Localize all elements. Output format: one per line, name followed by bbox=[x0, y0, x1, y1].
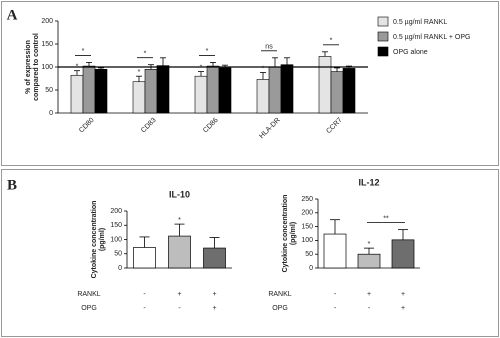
y-tick-label: 200 bbox=[41, 18, 53, 25]
bar bbox=[133, 247, 156, 269]
bar bbox=[70, 74, 84, 114]
y-tick-label: 0 bbox=[309, 265, 313, 272]
treatment-mark: + bbox=[212, 305, 216, 312]
treatment-mark: + bbox=[401, 291, 405, 298]
x-tick-label: CD80 bbox=[78, 117, 96, 135]
y-axis-label: (pg/ml) bbox=[290, 222, 297, 245]
treatment-mark: + bbox=[367, 291, 371, 298]
bar bbox=[256, 79, 270, 114]
y-tick-label: 50 bbox=[45, 87, 53, 94]
significance: * bbox=[82, 48, 85, 55]
y-tick-label: 150 bbox=[41, 41, 53, 48]
panel-label: A bbox=[7, 7, 18, 23]
bar bbox=[357, 253, 381, 269]
bar bbox=[330, 71, 344, 114]
treatment-label: OPG bbox=[272, 305, 288, 312]
significance: * bbox=[76, 64, 79, 71]
y-axis-label: Cytokine concentration bbox=[282, 195, 289, 273]
bar bbox=[342, 68, 356, 114]
bar bbox=[218, 67, 232, 114]
y-tick-label: 0 bbox=[118, 265, 122, 272]
x-tick-label: CCR7 bbox=[325, 117, 344, 136]
significance: * bbox=[178, 217, 181, 224]
bar bbox=[268, 66, 282, 114]
treatment-mark: + bbox=[401, 305, 405, 312]
significance: * bbox=[368, 241, 371, 248]
bar bbox=[280, 64, 294, 114]
bar bbox=[323, 233, 347, 269]
treatment-label: OPG bbox=[81, 305, 97, 312]
panel-frame bbox=[1, 1, 499, 166]
treatment-mark: - bbox=[334, 291, 337, 298]
chart-title: IL-12 bbox=[358, 177, 379, 187]
treatment-label: RANKL bbox=[268, 291, 291, 298]
bar bbox=[194, 75, 208, 114]
legend-swatch bbox=[377, 16, 389, 27]
treatment-mark: + bbox=[212, 291, 216, 298]
y-tick-label: 0 bbox=[49, 110, 53, 117]
y-tick-label: 150 bbox=[301, 223, 313, 230]
treatment-mark: - bbox=[143, 305, 146, 312]
y-tick-label: 50 bbox=[305, 251, 313, 258]
treatment-mark: - bbox=[368, 305, 371, 312]
significance: ns bbox=[265, 44, 273, 51]
y-tick-label: 100 bbox=[301, 237, 313, 244]
x-tick-label: HLA-DR bbox=[258, 117, 281, 140]
y-tick-label: 200 bbox=[301, 210, 313, 217]
bar bbox=[168, 235, 191, 269]
y-tick-label: 200 bbox=[110, 208, 122, 215]
bar bbox=[144, 69, 158, 114]
treatment-mark: - bbox=[334, 305, 337, 312]
bar bbox=[391, 239, 415, 269]
significance: * bbox=[330, 38, 333, 45]
y-axis-label: Cytokine concentration bbox=[91, 201, 98, 279]
treatment-mark: - bbox=[178, 305, 181, 312]
bar bbox=[206, 65, 220, 114]
y-tick-label: 50 bbox=[114, 251, 122, 258]
panel-label: B bbox=[7, 177, 17, 193]
treatment-mark: - bbox=[143, 291, 146, 298]
legend-swatch bbox=[377, 46, 389, 57]
significance: * bbox=[138, 69, 141, 76]
legend-swatch bbox=[377, 31, 389, 42]
bar bbox=[132, 81, 146, 114]
x-tick-label: CD83 bbox=[140, 117, 158, 135]
chart-title: IL-10 bbox=[169, 189, 190, 199]
bar bbox=[203, 247, 226, 269]
bar bbox=[318, 56, 332, 114]
y-axis-label: compared to control bbox=[33, 33, 40, 101]
y-tick-label: 150 bbox=[110, 222, 122, 229]
bar bbox=[82, 65, 96, 114]
treatment-mark: + bbox=[177, 291, 181, 298]
y-axis-label: (pg/ml) bbox=[99, 228, 106, 251]
y-tick-label: 250 bbox=[301, 196, 313, 203]
significance: * bbox=[144, 51, 147, 58]
significance: * bbox=[206, 48, 209, 55]
significance: * bbox=[262, 65, 265, 72]
bar bbox=[156, 65, 170, 114]
legend-label: OPG alone bbox=[393, 49, 428, 56]
y-tick-label: 100 bbox=[110, 236, 122, 243]
significance: ** bbox=[383, 215, 389, 222]
bar bbox=[94, 69, 108, 114]
panel-frame bbox=[1, 169, 499, 337]
significance: * bbox=[200, 64, 203, 71]
treatment-label: RANKL bbox=[77, 291, 100, 298]
legend-label: 0.5 µg/ml RANKL bbox=[393, 19, 447, 26]
x-tick-label: CD86 bbox=[202, 117, 220, 135]
legend-label: 0.5 µg/ml RANKL + OPG bbox=[393, 34, 471, 41]
y-tick-label: 100 bbox=[41, 64, 53, 71]
y-axis-label: % of expression bbox=[25, 40, 32, 94]
